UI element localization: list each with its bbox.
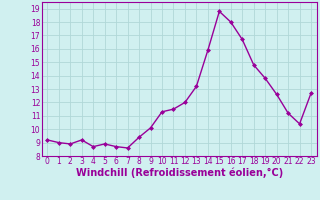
X-axis label: Windchill (Refroidissement éolien,°C): Windchill (Refroidissement éolien,°C)	[76, 168, 283, 178]
